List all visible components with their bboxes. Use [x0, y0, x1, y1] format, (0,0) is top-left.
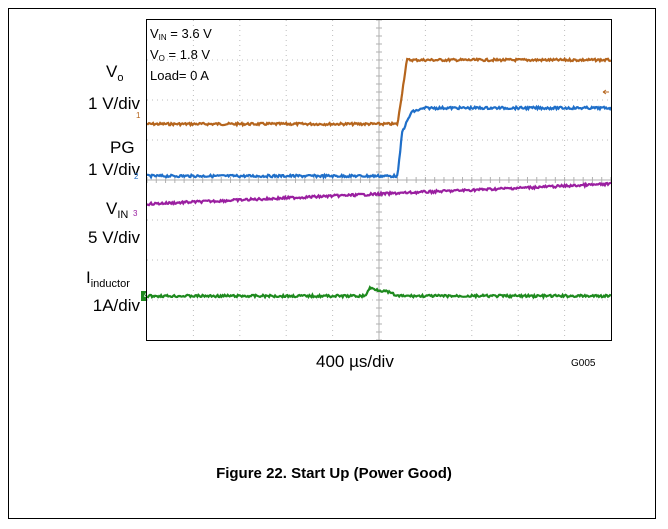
waveform-4: [147, 285, 611, 300]
timebase-label: 400 µs/div: [316, 352, 394, 371]
ch4-label: Iinductor: [86, 268, 130, 290]
ch1-label: Vo: [106, 62, 124, 84]
ch2-label: PG: [110, 138, 135, 157]
ch2-marker: 2: [134, 172, 139, 181]
vo-condition: VO = 1.8 V: [150, 47, 211, 63]
waveform-1: [147, 56, 611, 128]
figure-code: G005: [571, 358, 596, 369]
trigger-marker: [602, 89, 609, 95]
ch4-scale: 1A/div: [92, 296, 140, 315]
ch3-label: VIN: [106, 199, 129, 221]
test-conditions: VIN = 3.6 V VO = 1.8 V Load= 0 A: [150, 25, 212, 84]
waveform-2: [147, 104, 611, 180]
oscilloscope-display: [146, 19, 612, 341]
figure-caption: Figure 22. Start Up (Power Good): [216, 465, 452, 482]
waveform-plot: [147, 20, 611, 340]
ch2-scale: 1 V/div: [88, 160, 140, 179]
ch3-scale: 5 V/div: [88, 228, 140, 247]
waveform-3: [147, 181, 611, 207]
figure-frame: [8, 8, 656, 519]
load-condition: Load= 0 A: [150, 68, 209, 83]
ch1-marker: 1: [136, 111, 141, 120]
ch1-scale: 1 V/div: [88, 94, 140, 113]
ch3-marker: 3: [133, 209, 138, 218]
vin-condition: VIN = 3.6 V: [150, 26, 212, 42]
